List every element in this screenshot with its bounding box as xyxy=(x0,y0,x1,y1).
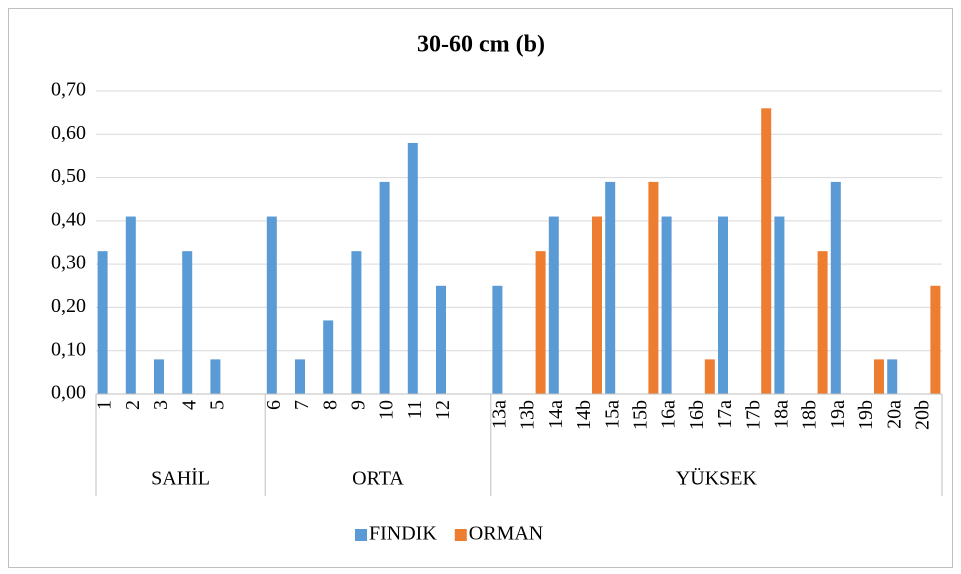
y-tick-label: 0,20 xyxy=(51,295,86,317)
x-tick-label: 10 xyxy=(376,400,398,420)
bar xyxy=(548,216,559,394)
x-tick-label: 17a xyxy=(714,400,736,429)
x-tick-label: 15a xyxy=(601,400,623,429)
bar xyxy=(154,359,164,394)
bar xyxy=(535,251,546,394)
bar xyxy=(592,216,602,394)
bar xyxy=(887,359,898,394)
x-tick-label: 9 xyxy=(347,400,369,410)
bar xyxy=(295,359,305,394)
bar xyxy=(661,216,672,394)
bar xyxy=(874,359,884,394)
x-tick-label: 8 xyxy=(319,400,341,410)
bar xyxy=(266,216,277,394)
x-tick-label: 20b xyxy=(911,400,933,430)
y-tick-label: 0,40 xyxy=(51,208,86,230)
x-tick-label: 5 xyxy=(206,400,228,410)
bar xyxy=(774,216,785,394)
bar xyxy=(930,285,941,394)
bar xyxy=(761,108,772,395)
chart-border xyxy=(8,8,953,568)
y-tick-label: 0,00 xyxy=(51,382,86,404)
legend-label: ORMAN xyxy=(469,523,543,545)
bar xyxy=(817,251,828,394)
bar xyxy=(182,251,193,394)
x-tick-label: 20a xyxy=(883,400,905,429)
x-tick-label: 14b xyxy=(573,400,595,430)
bar xyxy=(830,181,841,394)
x-tick-label: 16b xyxy=(686,400,708,430)
y-tick-label: 0,30 xyxy=(51,252,86,274)
x-tick-label: 15b xyxy=(629,400,651,430)
x-tick-label: 7 xyxy=(291,400,313,410)
bar xyxy=(379,181,390,394)
legend-swatch xyxy=(454,529,467,541)
chart-title: 30-60 cm (b) xyxy=(417,32,545,58)
legend-swatch xyxy=(355,529,367,541)
y-tick-label: 0,70 xyxy=(51,79,86,101)
group-label: YÜKSEK xyxy=(676,467,758,490)
bar xyxy=(605,181,616,394)
x-tick-label: 2 xyxy=(122,400,144,410)
y-tick-label: 0,60 xyxy=(51,122,86,144)
x-tick-label: 19b xyxy=(855,400,877,430)
bar xyxy=(436,285,446,394)
x-tick-label: 19a xyxy=(827,400,849,429)
x-tick-label: 13a xyxy=(488,400,510,429)
x-tick-label: 3 xyxy=(150,400,172,410)
x-tick-label: 12 xyxy=(432,400,454,420)
bar xyxy=(492,285,503,394)
x-tick-label: 11 xyxy=(404,400,426,419)
x-tick-label: 14a xyxy=(545,400,567,429)
x-tick-label: 18a xyxy=(770,400,792,429)
x-tick-label: 4 xyxy=(178,400,200,410)
bar xyxy=(407,142,418,394)
y-tick-label: 0,50 xyxy=(51,165,86,187)
bar xyxy=(323,320,334,394)
group-label: ORTA xyxy=(352,468,404,490)
x-tick-label: 16a xyxy=(658,400,680,429)
x-tick-label: 17b xyxy=(742,400,764,430)
bar xyxy=(718,216,728,394)
bar xyxy=(351,251,362,394)
y-tick-label: 0,10 xyxy=(51,338,86,360)
bar xyxy=(125,216,136,394)
x-tick-label: 6 xyxy=(263,400,285,410)
x-tick-label: 1 xyxy=(94,400,116,410)
group-label: SAHİL xyxy=(151,467,210,490)
bar xyxy=(648,181,659,394)
bar xyxy=(704,359,715,394)
legend-label: FINDIK xyxy=(369,523,437,545)
x-tick-label: 18b xyxy=(799,400,821,430)
bar xyxy=(97,251,108,394)
bar xyxy=(210,359,221,394)
x-tick-label: 13b xyxy=(517,400,539,430)
